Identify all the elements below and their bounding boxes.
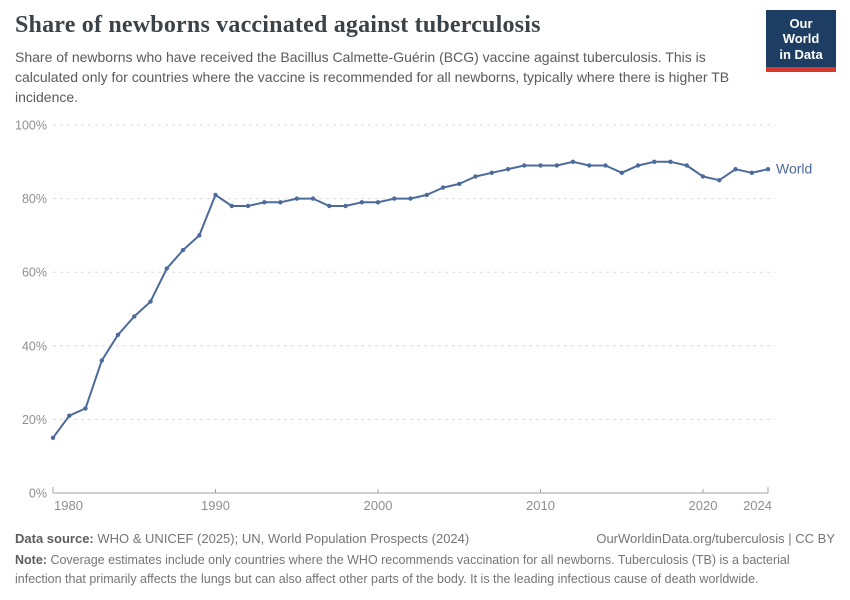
data-point[interactable] — [652, 159, 657, 164]
data-point[interactable] — [67, 413, 72, 418]
data-point[interactable] — [603, 163, 608, 168]
data-point[interactable] — [408, 196, 413, 201]
chart-header: Share of newborns vaccinated against tub… — [15, 12, 750, 108]
data-point[interactable] — [700, 174, 706, 179]
data-point[interactable] — [99, 358, 105, 363]
data-point[interactable] — [733, 167, 738, 172]
line-chart[interactable]: 0% 20% 40% 60% 80% 100% 1980 1990 2000 2010 2020 20… — [0, 112, 850, 526]
x-axis-tick-label: 1990 — [201, 498, 230, 513]
x-axis-tick-label: 1980 — [54, 498, 83, 513]
y-axis-tick-label: 40% — [22, 339, 47, 353]
data-point[interactable] — [197, 233, 202, 238]
page-title: Share of newborns vaccinated against tub… — [15, 12, 541, 38]
data-point[interactable] — [262, 200, 267, 205]
data-point[interactable] — [717, 178, 722, 183]
owid-logo-line2: in Data — [779, 46, 823, 62]
data-point[interactable] — [278, 200, 283, 205]
chart-note: Note: Coverage estimates include only co… — [15, 551, 835, 589]
data-point[interactable] — [440, 185, 446, 190]
x-axis-tick-label: 2000 — [364, 498, 393, 513]
data-point[interactable] — [424, 192, 429, 198]
y-axis-tick-label: 0% — [29, 487, 47, 501]
x-axis-tick-label: 2024 — [743, 498, 772, 513]
data-point[interactable] — [148, 299, 153, 304]
data-point[interactable] — [83, 406, 88, 411]
data-point[interactable] — [522, 163, 527, 168]
data-point[interactable] — [327, 203, 332, 209]
data-point[interactable] — [473, 174, 478, 179]
data-point[interactable] — [684, 163, 689, 168]
data-point[interactable] — [765, 167, 771, 172]
data-point[interactable] — [749, 170, 754, 175]
y-axis-tick-label: 100% — [15, 119, 47, 133]
data-point[interactable] — [213, 192, 218, 198]
data-source-label: Data source: — [15, 531, 94, 546]
data-point[interactable] — [392, 196, 397, 201]
data-point[interactable] — [668, 159, 673, 164]
data-point[interactable] — [132, 314, 137, 319]
data-point[interactable] — [619, 170, 624, 175]
data-point[interactable] — [587, 163, 592, 168]
data-point[interactable] — [570, 159, 576, 164]
data-point[interactable] — [635, 163, 641, 168]
data-point[interactable] — [343, 203, 348, 209]
data-point[interactable] — [359, 200, 364, 205]
data-source-value: WHO & UNICEF (2025); UN, World Populatio… — [97, 531, 470, 546]
data-point[interactable] — [538, 163, 543, 168]
data-point[interactable] — [229, 203, 234, 209]
data-point[interactable] — [554, 163, 559, 168]
data-point[interactable] — [375, 200, 381, 205]
owid-logo[interactable]: Our World in Data — [766, 10, 836, 72]
owid-citation-link[interactable]: OurWorldinData.org/tuberculosis | CC BY — [596, 531, 835, 546]
note-text: Coverage estimates include only countrie… — [15, 553, 790, 586]
x-axis-tick-label: 2010 — [526, 498, 555, 513]
data-point[interactable] — [294, 196, 299, 201]
y-axis-tick-label: 60% — [22, 266, 47, 280]
data-point[interactable] — [180, 247, 186, 253]
data-point[interactable] — [50, 435, 56, 440]
data-point[interactable] — [310, 196, 316, 201]
chart-subtitle: Share of newborns who have received the … — [15, 49, 730, 105]
y-axis-tick-label: 20% — [22, 413, 47, 427]
data-point[interactable] — [115, 332, 121, 337]
note-label: Note: — [15, 553, 47, 567]
owid-logo-line1: Our World — [782, 16, 820, 47]
y-axis-tick-label: 80% — [22, 192, 47, 206]
data-point[interactable] — [457, 181, 462, 187]
data-point[interactable] — [489, 170, 494, 175]
data-point[interactable] — [505, 167, 511, 172]
x-axis-tick-label: 2020 — [689, 498, 718, 513]
series-line-world[interactable] — [52, 160, 769, 439]
chart-footer: Data source: WHO & UNICEF (2025); UN, Wo… — [15, 531, 835, 589]
data-point[interactable] — [164, 266, 169, 271]
data-source-text: Data source: WHO & UNICEF (2025); UN, Wo… — [15, 531, 469, 546]
data-point[interactable] — [245, 203, 251, 209]
series-label[interactable]: World — [776, 161, 812, 177]
